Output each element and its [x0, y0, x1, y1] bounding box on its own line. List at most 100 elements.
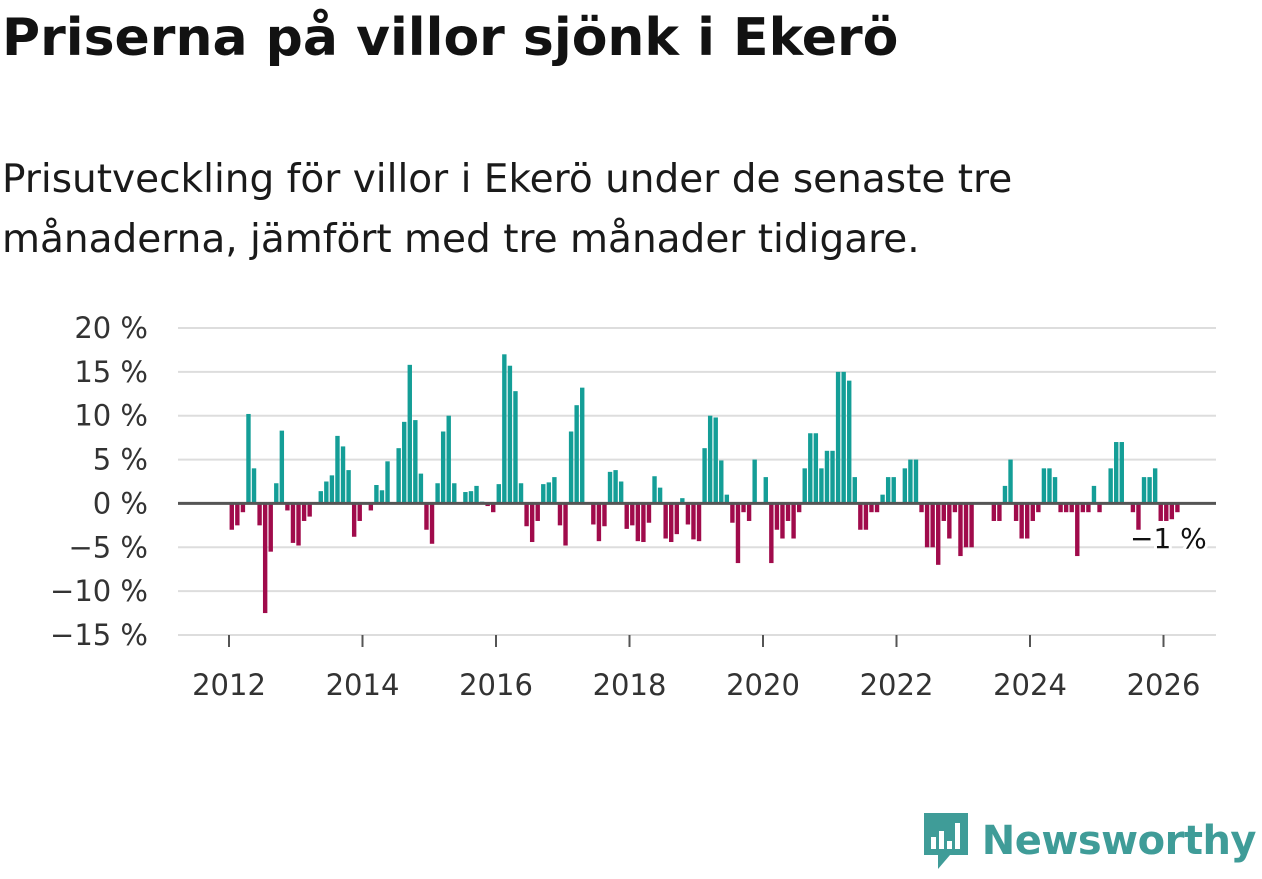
bar: [463, 492, 468, 504]
brand-name: Newsworthy: [981, 818, 1257, 864]
bar: [947, 503, 952, 539]
bar: [785, 503, 791, 521]
bar: [496, 484, 501, 504]
y-axis: 20 % 15 % 10 % 5 % 0 % −5 % −10 % −15 %: [50, 311, 148, 652]
bar: [396, 448, 401, 504]
bar: [630, 503, 635, 526]
bar: [257, 503, 262, 526]
bar: [251, 468, 257, 504]
bar: [1019, 503, 1024, 539]
bar: [696, 503, 702, 542]
bar: [885, 477, 891, 504]
bar: [919, 503, 924, 513]
bar: [847, 380, 852, 504]
bar: [624, 503, 629, 529]
bar: [669, 503, 674, 543]
bar: [618, 481, 624, 504]
bar: [557, 503, 563, 526]
bar: [329, 475, 335, 504]
bar: [1013, 503, 1019, 521]
y-tick-label: −5 %: [68, 530, 148, 564]
bar: [274, 483, 279, 504]
bar: [902, 468, 908, 504]
y-tick-label: 0 %: [93, 486, 148, 520]
bar: [424, 503, 429, 530]
x-tick-label: 2012: [192, 668, 266, 702]
bar: [1069, 503, 1074, 513]
bar: [529, 503, 535, 543]
bar: [507, 365, 513, 504]
x-tick-label: 2016: [459, 668, 533, 702]
bar: [858, 503, 863, 530]
bar: [524, 503, 529, 527]
bar: [307, 503, 312, 517]
bar: [652, 476, 657, 504]
bar: [580, 387, 585, 504]
end-label-group: −1 %: [1127, 519, 1210, 558]
bar: [240, 503, 246, 513]
chart-subtitle: Prisutveckling för villor i Ekerö under …: [2, 157, 1013, 262]
x-tick-label: 2026: [1127, 668, 1201, 702]
bar: [1052, 477, 1058, 504]
bar: [707, 415, 713, 504]
bar: [752, 459, 757, 504]
bar: [1130, 503, 1136, 513]
bar: [941, 503, 946, 521]
bar: [963, 503, 969, 548]
bar: [685, 503, 691, 525]
bar: [819, 468, 824, 504]
bar: [880, 494, 885, 504]
bar: [285, 503, 290, 511]
bar: [235, 503, 240, 526]
bar: [602, 503, 607, 527]
bar: [930, 503, 935, 548]
bar: [474, 485, 479, 504]
bar: [1114, 442, 1119, 504]
bar: [446, 415, 451, 504]
bar: [379, 490, 385, 504]
bar: [535, 503, 540, 521]
bar: [1025, 503, 1030, 539]
bar: [680, 498, 685, 504]
bar: [1047, 468, 1052, 504]
bar: [1169, 503, 1175, 520]
bar: [663, 503, 668, 539]
y-tick-label: 20 %: [74, 311, 148, 345]
bar: [824, 450, 830, 504]
bar: [435, 483, 440, 504]
grid-lines: [178, 327, 1216, 636]
bar: [296, 503, 301, 546]
bar: [969, 503, 974, 548]
bar: [351, 503, 357, 537]
bar: [385, 461, 390, 504]
bar: [301, 503, 307, 521]
bar: [780, 503, 785, 539]
bar: [1058, 503, 1063, 513]
bar: [1136, 503, 1141, 530]
bar: [574, 405, 579, 504]
bar: [568, 431, 574, 504]
bar: [429, 503, 435, 544]
bar: [958, 503, 963, 557]
bar: [1030, 503, 1035, 521]
bar: [1036, 503, 1041, 513]
bar: [1041, 468, 1047, 504]
bar: [340, 446, 346, 504]
bars: [229, 354, 1180, 614]
bar: [335, 435, 340, 504]
bar: [552, 477, 557, 504]
bar: [440, 431, 446, 504]
x-axis: 2012 2014 2016 2018 2020 2022 2024 2026: [178, 634, 1216, 702]
bar: [691, 503, 696, 540]
bar: [418, 473, 424, 504]
bar: [646, 503, 652, 523]
bar: [891, 477, 896, 504]
bar: [407, 364, 412, 504]
end-value-label: −1 %: [1130, 522, 1207, 555]
y-tick-label: −15 %: [50, 618, 148, 652]
bar: [830, 450, 835, 504]
bar: [635, 503, 641, 542]
bar: [730, 503, 735, 523]
bar: [874, 503, 880, 513]
